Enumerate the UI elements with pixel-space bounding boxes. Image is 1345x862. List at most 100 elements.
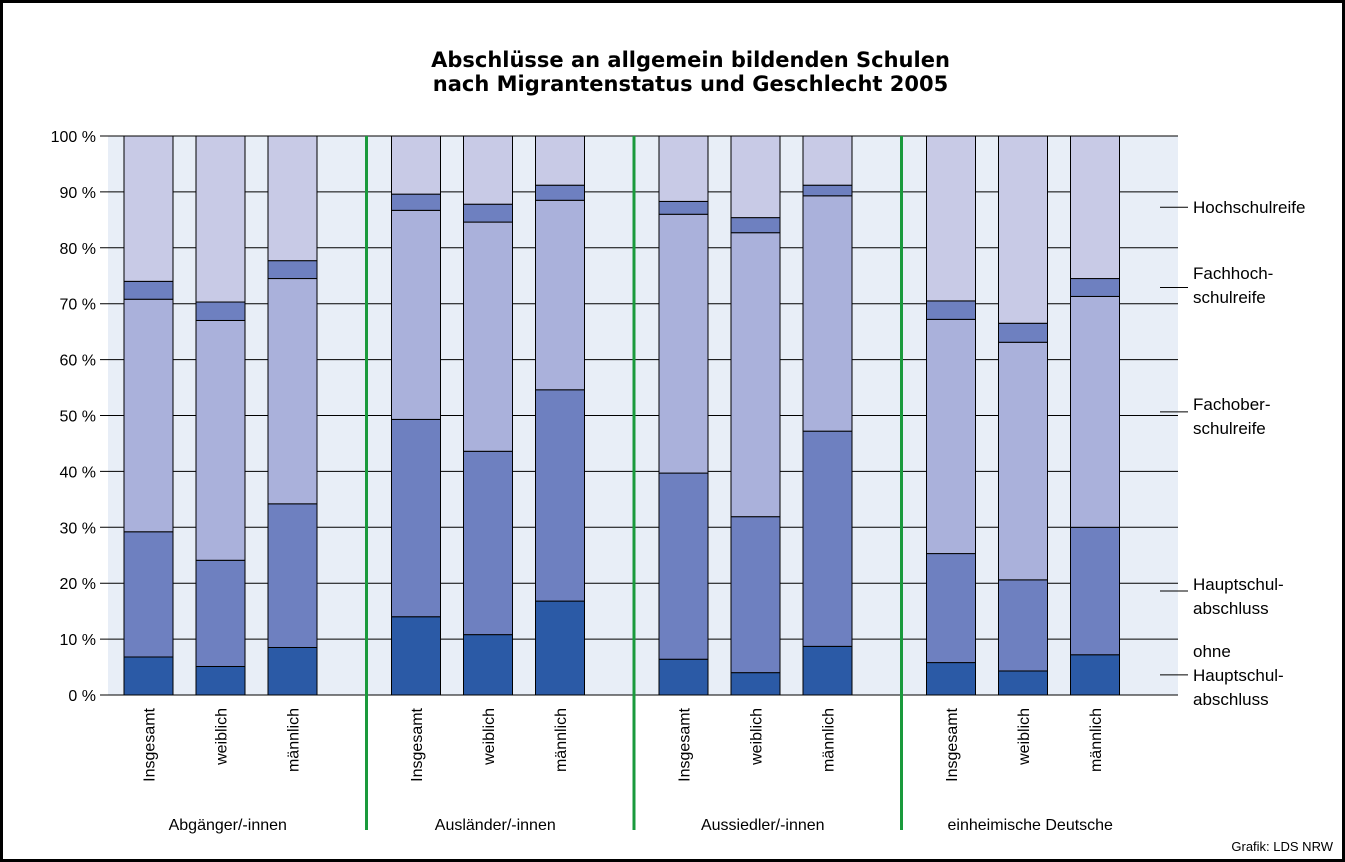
group-label: Ausländer/-innen — [435, 817, 556, 834]
bar-segment-1 — [535, 600, 585, 696]
bar-segment-5 — [730, 135, 781, 219]
bar-segment-5 — [267, 135, 318, 262]
category-label: männlich — [553, 708, 570, 772]
bar-segment-5 — [926, 135, 976, 302]
bar-segment-5 — [463, 135, 513, 205]
bar-segment-2 — [463, 450, 513, 636]
bar-segment-5 — [802, 135, 853, 186]
bar-segment-2 — [535, 389, 585, 602]
chart-title: Abschlüsse an allgemein bildenden Schule… — [0, 48, 1345, 96]
bar-segment-2 — [658, 472, 709, 660]
category-label: weiblich — [749, 708, 766, 766]
bar-segment-3 — [1070, 295, 1120, 528]
bar-segment-5 — [195, 135, 246, 303]
legend-label: Fachober- — [1193, 395, 1270, 414]
bar-segment-2 — [1070, 526, 1120, 656]
bar-segment-2 — [802, 430, 853, 647]
category-label: Insgesamt — [409, 707, 426, 781]
y-tick-label: 80 % — [60, 241, 96, 258]
legend-label: Hauptschul- — [1193, 666, 1284, 685]
category-label: weiblich — [1016, 708, 1033, 766]
category-label: männlich — [821, 708, 838, 772]
bar-segment-1 — [391, 616, 441, 696]
bar-segment-3 — [730, 232, 781, 518]
bar-segment-1 — [1070, 654, 1120, 696]
bar-segment-1 — [730, 672, 781, 696]
bar-segment-5 — [123, 135, 174, 282]
bar-segment-2 — [998, 579, 1048, 672]
y-tick-label: 30 % — [60, 520, 96, 537]
bar-segment-5 — [998, 135, 1048, 324]
bar-segment-3 — [123, 298, 174, 533]
y-tick-label: 90 % — [60, 185, 96, 202]
legend-label: ohne — [1193, 642, 1231, 661]
bar-segment-4 — [802, 184, 853, 197]
bar-segment-3 — [267, 278, 318, 505]
bar-segment-3 — [535, 199, 585, 391]
bar-segment-1 — [802, 645, 853, 696]
category-label: weiblich — [481, 708, 498, 766]
y-tick-label: 100 % — [51, 129, 96, 146]
bar-segment-5 — [658, 135, 709, 202]
group-label: Abgänger/-innen — [169, 817, 287, 834]
bar-segment-5 — [535, 135, 585, 186]
bar-segment-2 — [123, 531, 174, 658]
y-tick-label: 20 % — [60, 576, 96, 593]
group-label: einheimische Deutsche — [948, 817, 1114, 834]
bar-segment-1 — [658, 658, 709, 696]
bar-segment-3 — [463, 221, 513, 452]
y-tick-label: 60 % — [60, 353, 96, 370]
bar-segment-1 — [195, 665, 246, 696]
y-tick-label: 0 % — [68, 688, 96, 705]
y-tick-label: 40 % — [60, 464, 96, 481]
category-label: Insgesamt — [677, 707, 694, 781]
legend-label: abschluss — [1193, 599, 1269, 618]
bar-segment-4 — [658, 200, 709, 215]
bar-segment-1 — [123, 656, 174, 696]
y-tick-label: 10 % — [60, 632, 96, 649]
legend-label: abschluss — [1193, 690, 1269, 709]
bar-segment-2 — [730, 516, 781, 674]
legend-label: schulreife — [1193, 288, 1266, 307]
legend-label: Fachhoch- — [1193, 264, 1273, 283]
bar-segment-3 — [926, 318, 976, 555]
bar-segment-4 — [463, 203, 513, 223]
bar-segment-4 — [535, 184, 585, 201]
category-label: männlich — [1088, 708, 1105, 772]
bar-segment-3 — [998, 341, 1048, 581]
bar-segment-3 — [195, 319, 246, 561]
bar-segment-2 — [926, 553, 976, 664]
category-label: männlich — [286, 708, 303, 772]
category-label: Insgesamt — [142, 707, 159, 781]
chart-title-line-2: nach Migrantenstatus und Geschlecht 2005 — [432, 72, 949, 96]
bar-segment-4 — [267, 260, 318, 280]
bar-segment-3 — [391, 209, 441, 420]
category-label: weiblich — [214, 708, 231, 766]
bar-segment-2 — [267, 503, 318, 648]
bar-segment-4 — [123, 280, 174, 300]
bar-segment-5 — [391, 135, 441, 195]
bar-segment-2 — [391, 418, 441, 618]
bar-segment-3 — [802, 195, 853, 432]
legend-label: Hauptschul- — [1193, 575, 1284, 594]
bar-segment-4 — [195, 301, 246, 321]
bar-segment-4 — [391, 193, 441, 211]
y-tick-label: 70 % — [60, 297, 96, 314]
bar-segment-5 — [1070, 135, 1120, 280]
bar-segment-4 — [926, 300, 976, 320]
y-tick-label: 50 % — [60, 409, 96, 426]
bar-segment-1 — [267, 646, 318, 696]
bar-segment-1 — [926, 662, 976, 696]
bar-segment-4 — [998, 322, 1048, 343]
legend-label: Hochschulreife — [1193, 198, 1305, 217]
bar-segment-4 — [730, 217, 781, 234]
bar-segment-1 — [998, 670, 1048, 696]
group-label: Aussiedler/-innen — [701, 817, 825, 834]
bar-segment-3 — [658, 213, 709, 474]
bar-segment-4 — [1070, 278, 1120, 297]
legend-label: schulreife — [1193, 419, 1266, 438]
credit-label: Grafik: LDS NRW — [1231, 839, 1333, 854]
category-label: Insgesamt — [944, 707, 961, 781]
bar-segment-2 — [195, 559, 246, 667]
